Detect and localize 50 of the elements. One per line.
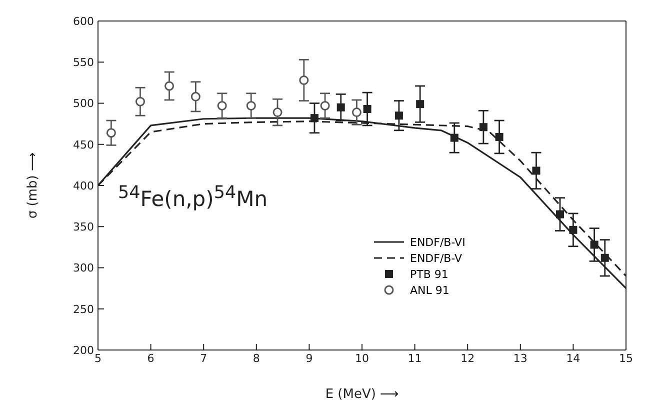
x-tick-label: 7 [200,352,208,365]
point [135,96,145,106]
y-axis-title: σ (mb) ⟶ [26,152,41,219]
y-tick-label: 400 [73,179,94,192]
point [556,210,564,218]
x-tick-label: 5 [94,352,102,365]
legend-label: ANL 91 [410,284,450,296]
x-axis-title: E (MeV) ⟶ [325,387,399,402]
y-tick-label: 300 [73,262,94,275]
x-tick-label: 13 [513,352,528,365]
point [495,132,504,141]
y-tick-label: 250 [73,302,94,316]
annotation: $^{54}$Fe(n,p)$^{54}$Mn [118,183,268,211]
point [299,75,309,85]
point [310,114,318,122]
x-tick-label: 15 [619,352,633,365]
y-tick-label: 450 [73,138,94,152]
point [479,123,488,132]
x-tick-label: 11 [408,352,422,365]
y-tick-label: 200 [73,344,94,357]
point [569,226,578,234]
point [336,103,345,112]
x-tick-label: 10 [355,352,369,365]
x-tick-label: 8 [252,352,260,365]
point [590,240,598,249]
y-tick-label: 350 [73,220,94,234]
point [450,134,458,142]
point [363,105,372,114]
x-tick-label: 12 [460,352,475,365]
legend-label: ENDF/B-VI [410,236,466,248]
point [394,112,403,120]
x-tick-label: 6 [147,352,154,365]
point [272,108,282,118]
point [416,100,424,108]
y-tick-label: 500 [73,97,94,110]
point [532,166,540,175]
point [190,92,200,102]
point [106,128,116,138]
point [352,108,362,118]
point [217,100,227,110]
point [164,81,174,91]
y-tick-label: 600 [73,14,94,28]
y-tick-label: 550 [73,56,94,70]
legend-label: PTB 91 [410,268,448,280]
point [246,100,256,110]
x-tick-label: 14 [566,352,580,365]
legend-label: ENDF/B-V [410,252,462,264]
x-tick-label: 9 [306,352,313,365]
point [320,100,330,110]
point [600,254,609,262]
